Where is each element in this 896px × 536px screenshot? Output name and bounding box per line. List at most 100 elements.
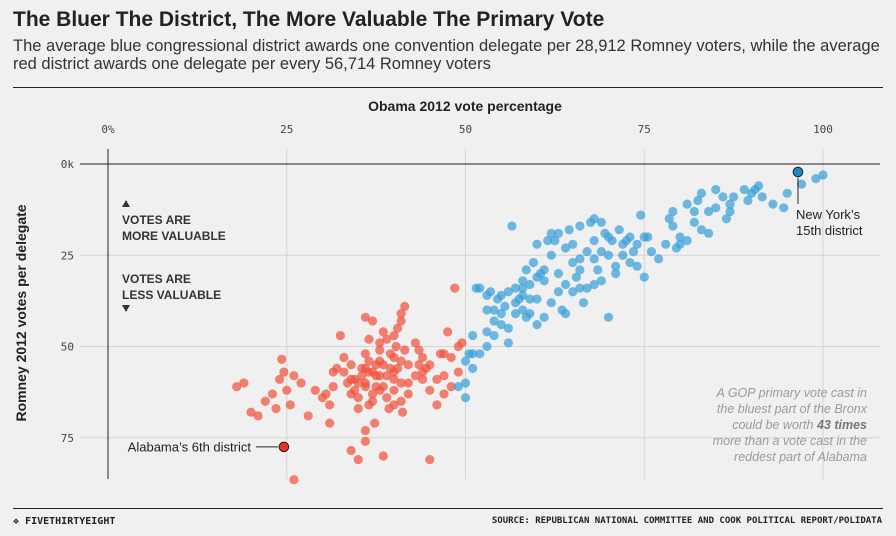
red-district-point xyxy=(339,352,349,363)
red-district-point xyxy=(403,389,413,399)
red-district-point xyxy=(400,345,410,355)
blue-district-point xyxy=(453,382,463,392)
new-york-15th-point xyxy=(792,166,804,178)
blue-district-point xyxy=(596,276,606,286)
red-district-point xyxy=(378,360,388,370)
red-district-point xyxy=(296,378,306,388)
red-district-point xyxy=(321,389,331,399)
blue-district-point xyxy=(496,320,506,330)
red-district-point xyxy=(328,382,338,392)
less-valuable-label: LESS VALUABLE xyxy=(122,288,221,302)
blue-district-point xyxy=(589,214,599,224)
blue-district-point xyxy=(696,225,707,235)
blue-district-point xyxy=(754,181,764,191)
blue-district-point xyxy=(782,188,792,198)
more-valuable-label: MORE VALUABLE xyxy=(122,229,226,243)
top-divider xyxy=(13,87,883,88)
red-district-point xyxy=(360,312,370,322)
blue-district-point xyxy=(614,225,624,235)
blue-district-point xyxy=(668,206,678,217)
blue-district-point xyxy=(561,279,571,290)
annotation-note-line: reddest part of Alabama xyxy=(734,450,867,464)
red-district-point xyxy=(364,356,374,366)
blue-district-point xyxy=(496,290,506,300)
blue-district-point xyxy=(503,323,513,333)
annotation-text: the bluest part of the Bronx xyxy=(717,402,868,416)
less-valuable-label: VOTES ARE xyxy=(122,272,191,286)
red-district-point xyxy=(410,338,421,348)
blue-district-point xyxy=(675,239,685,249)
blue-district-point xyxy=(500,301,510,311)
blue-district-point xyxy=(553,287,564,297)
red-district-point xyxy=(375,371,385,381)
red-district-point xyxy=(279,367,289,377)
blue-district-point xyxy=(779,203,789,213)
blue-district-point xyxy=(675,232,685,242)
blue-district-point xyxy=(589,254,599,264)
blue-district-point xyxy=(596,247,606,257)
blue-district-point xyxy=(568,287,578,297)
blue-district-point xyxy=(743,195,753,206)
red-district-point xyxy=(260,396,270,406)
blue-district-point xyxy=(704,228,714,238)
blue-district-point xyxy=(468,330,478,341)
blue-district-point xyxy=(518,283,528,293)
red-district-point xyxy=(453,367,463,377)
blue-district-point xyxy=(550,236,560,246)
red-district-point xyxy=(353,455,363,465)
blue-district-point xyxy=(603,312,614,322)
alabama-6th-point xyxy=(278,441,290,453)
red-district-point xyxy=(457,338,467,348)
red-district-point xyxy=(303,411,313,421)
blue-district-point xyxy=(796,179,807,189)
blue-district-point xyxy=(528,257,539,268)
red-district-point xyxy=(392,323,403,333)
blue-district-point xyxy=(575,283,585,293)
red-district-point xyxy=(253,411,263,421)
red-district-point xyxy=(367,389,378,399)
red-district-point xyxy=(396,378,406,388)
red-district-point xyxy=(410,371,421,381)
annotation-note-line: more than a vote cast in the xyxy=(713,434,867,448)
red-district-point xyxy=(389,385,399,395)
blue-district-point xyxy=(532,239,542,249)
red-district-point xyxy=(367,316,378,326)
blue-district-point xyxy=(546,298,556,308)
red-district-point xyxy=(432,374,442,384)
blue-district-point xyxy=(636,210,646,220)
blue-district-point xyxy=(468,349,478,359)
blue-district-point xyxy=(568,239,578,249)
blue-district-point xyxy=(460,356,471,366)
blue-district-point xyxy=(593,265,603,275)
red-district-point xyxy=(360,436,370,446)
blue-district-point xyxy=(553,268,564,279)
y-axis-title: Romney 2012 votes per delegate xyxy=(13,204,29,421)
blue-district-point xyxy=(521,265,531,275)
blue-district-point xyxy=(689,206,699,217)
red-district-point xyxy=(400,301,410,311)
blue-district-point xyxy=(518,276,528,286)
blue-district-point xyxy=(618,250,628,260)
red-district-point xyxy=(367,396,378,406)
red-district-point xyxy=(439,389,449,399)
blue-district-point xyxy=(625,232,635,242)
blue-district-point xyxy=(589,279,599,290)
red-district-point xyxy=(360,349,370,359)
red-district-point xyxy=(392,363,403,373)
blue-district-point xyxy=(507,221,517,231)
blue-district-point xyxy=(503,338,513,348)
blue-district-point xyxy=(539,312,549,322)
blue-district-point xyxy=(625,257,635,268)
blue-district-point xyxy=(489,330,499,341)
red-district-point xyxy=(310,385,320,395)
red-district-point xyxy=(239,378,249,388)
blue-district-point xyxy=(539,265,549,275)
red-district-point xyxy=(232,382,242,392)
blue-district-point xyxy=(539,276,549,286)
blue-district-point xyxy=(739,184,749,195)
blue-district-point xyxy=(628,247,639,257)
page-subtitle: The average blue congressional district … xyxy=(13,37,880,73)
blue-district-point xyxy=(496,309,506,319)
alabama-6th-label: Alabama’s 6th district xyxy=(128,439,252,454)
